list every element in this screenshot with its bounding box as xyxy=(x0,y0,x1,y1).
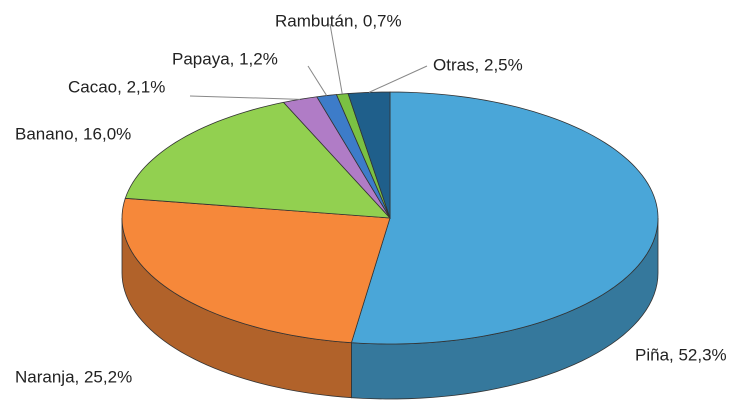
data-label: Cacao, 2,1% xyxy=(68,77,165,96)
leader-line xyxy=(368,65,428,93)
data-label: Papaya, 1,2% xyxy=(172,49,278,68)
data-label: Otras, 2,5% xyxy=(433,55,523,74)
slice xyxy=(347,91,391,219)
data-label: Rambután, 0,7% xyxy=(275,11,402,30)
leader-line xyxy=(329,23,343,95)
slice xyxy=(350,91,659,345)
slice xyxy=(124,101,391,219)
data-label: Piña, 52,3% xyxy=(635,345,727,364)
leader-line xyxy=(307,65,328,96)
slice xyxy=(121,197,391,344)
data-label: Naranja, 25,2% xyxy=(15,367,132,386)
leader-line xyxy=(189,95,301,100)
data-label: Banano, 16,0% xyxy=(15,124,131,143)
